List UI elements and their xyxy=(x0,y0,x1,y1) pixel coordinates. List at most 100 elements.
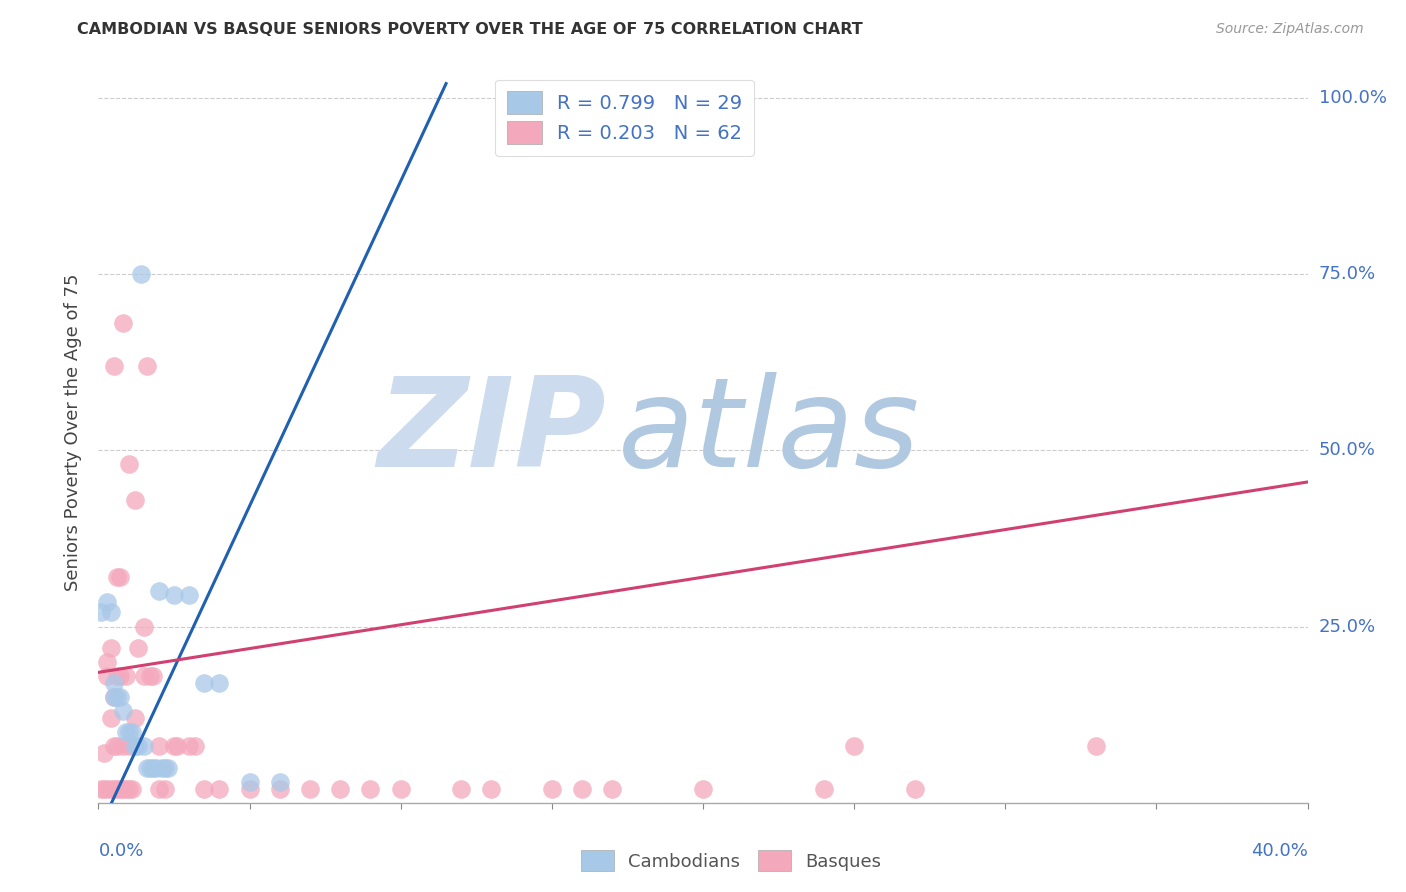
Point xyxy=(124,739,146,754)
Point xyxy=(142,760,165,774)
Text: 40.0%: 40.0% xyxy=(1251,842,1308,860)
Point xyxy=(269,781,291,796)
Point xyxy=(90,781,112,796)
Point xyxy=(114,669,136,683)
Point xyxy=(904,781,927,796)
Point xyxy=(103,690,125,704)
Point xyxy=(93,781,115,796)
Point xyxy=(103,781,125,796)
Point xyxy=(114,725,136,739)
Point xyxy=(329,781,352,796)
Point xyxy=(93,747,115,761)
Point xyxy=(105,669,128,683)
Point xyxy=(142,669,165,683)
Text: 0.0%: 0.0% xyxy=(98,842,143,860)
Point xyxy=(153,760,176,774)
Point xyxy=(163,739,186,754)
Point xyxy=(692,781,714,796)
Point xyxy=(389,781,412,796)
Point xyxy=(360,781,382,796)
Text: 25.0%: 25.0% xyxy=(1319,617,1376,635)
Text: 50.0%: 50.0% xyxy=(1319,442,1375,459)
Point xyxy=(103,739,125,754)
Point xyxy=(118,739,141,754)
Point xyxy=(124,492,146,507)
Point xyxy=(118,725,141,739)
Point xyxy=(108,781,131,796)
Point xyxy=(105,690,128,704)
Point xyxy=(103,690,125,704)
Text: Source: ZipAtlas.com: Source: ZipAtlas.com xyxy=(1216,22,1364,37)
Point xyxy=(124,711,146,725)
Point xyxy=(96,655,118,669)
Point xyxy=(571,781,593,796)
Point xyxy=(105,570,128,584)
Point xyxy=(132,739,155,754)
Point xyxy=(139,760,162,774)
Point xyxy=(114,781,136,796)
Point xyxy=(163,588,186,602)
Point xyxy=(813,781,835,796)
Point xyxy=(100,711,122,725)
Point xyxy=(100,640,122,655)
Point xyxy=(269,774,291,789)
Point xyxy=(179,739,201,754)
Point xyxy=(239,781,262,796)
Point xyxy=(602,781,624,796)
Point xyxy=(111,704,134,718)
Point xyxy=(135,760,157,774)
Point xyxy=(111,739,134,754)
Y-axis label: Seniors Poverty Over the Age of 75: Seniors Poverty Over the Age of 75 xyxy=(65,274,83,591)
Point xyxy=(129,267,152,281)
Point xyxy=(239,774,262,789)
Point xyxy=(153,781,176,796)
Point xyxy=(108,690,131,704)
Point xyxy=(96,781,118,796)
Point xyxy=(540,781,562,796)
Point xyxy=(1085,739,1108,754)
Point xyxy=(108,669,131,683)
Point xyxy=(118,781,141,796)
Point xyxy=(132,619,155,633)
Text: 100.0%: 100.0% xyxy=(1319,88,1386,107)
Point xyxy=(208,781,231,796)
Text: 75.0%: 75.0% xyxy=(1319,265,1376,283)
Point xyxy=(108,570,131,584)
Point xyxy=(156,760,179,774)
Point xyxy=(127,640,149,655)
Point xyxy=(208,676,231,690)
Point xyxy=(139,669,162,683)
Point xyxy=(150,760,173,774)
Point xyxy=(184,739,207,754)
Point xyxy=(96,595,118,609)
Point xyxy=(179,588,201,602)
Text: ZIP: ZIP xyxy=(378,372,606,493)
Legend: Cambodians, Basques: Cambodians, Basques xyxy=(574,843,889,879)
Legend: R = 0.799   N = 29, R = 0.203   N = 62: R = 0.799 N = 29, R = 0.203 N = 62 xyxy=(495,79,754,155)
Point xyxy=(135,359,157,373)
Point xyxy=(193,781,215,796)
Point xyxy=(148,739,170,754)
Point xyxy=(121,725,143,739)
Point xyxy=(118,458,141,472)
Point xyxy=(100,781,122,796)
Point xyxy=(103,359,125,373)
Point xyxy=(148,584,170,599)
Point xyxy=(193,676,215,690)
Point xyxy=(132,669,155,683)
Point xyxy=(105,781,128,796)
Point xyxy=(111,781,134,796)
Point xyxy=(127,739,149,754)
Point xyxy=(121,781,143,796)
Point xyxy=(166,739,188,754)
Point xyxy=(844,739,866,754)
Point xyxy=(105,739,128,754)
Point xyxy=(103,676,125,690)
Point xyxy=(481,781,503,796)
Point xyxy=(111,316,134,330)
Point xyxy=(450,781,472,796)
Text: CAMBODIAN VS BASQUE SENIORS POVERTY OVER THE AGE OF 75 CORRELATION CHART: CAMBODIAN VS BASQUE SENIORS POVERTY OVER… xyxy=(77,22,863,37)
Point xyxy=(145,760,167,774)
Point xyxy=(299,781,322,796)
Text: atlas: atlas xyxy=(619,372,921,493)
